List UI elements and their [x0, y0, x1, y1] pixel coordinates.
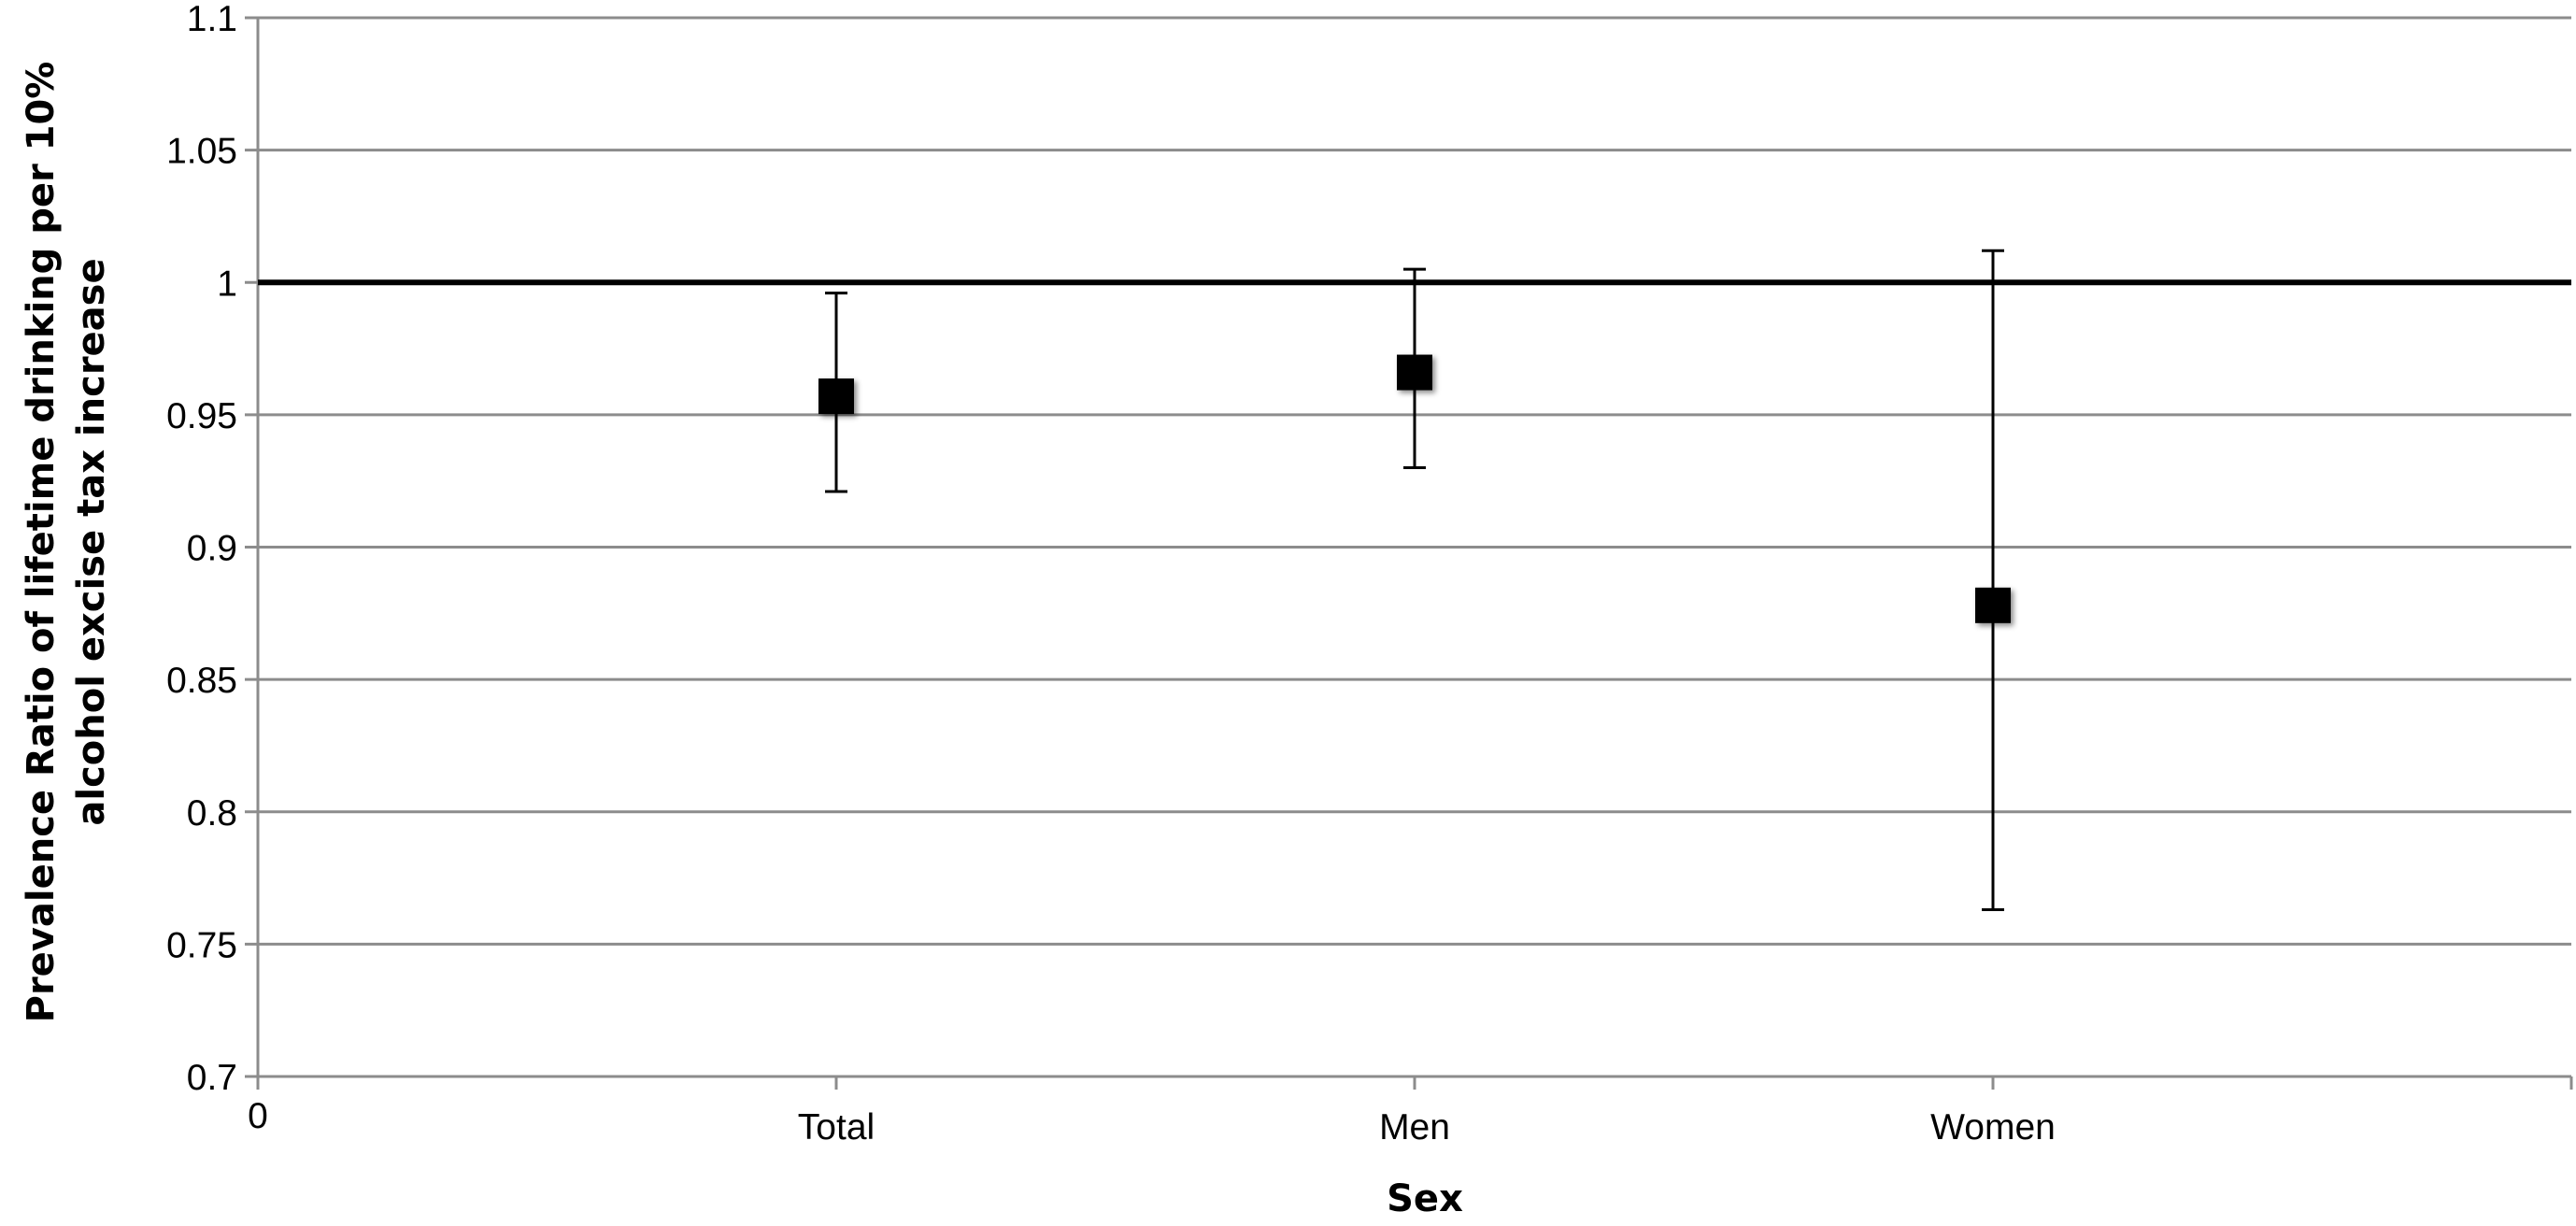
grid [258, 16, 2571, 1078]
y-tick-label: 0.7 [187, 1058, 237, 1098]
y-tick-label: 0.75 [166, 925, 237, 965]
axes [245, 16, 2573, 1090]
x-tick-label: Total [798, 1107, 875, 1148]
y-tick-label: 0.85 [166, 661, 237, 701]
data-point-marker [1397, 354, 1432, 391]
y-axis-title-line-2: alcohol excise tax increase [70, 258, 113, 825]
x-axis-title: Sex [1387, 1177, 1463, 1220]
data-point-marker [1975, 587, 2011, 623]
x-tick-label: Men [1379, 1107, 1450, 1148]
y-axis-title-line-1: Prevalence Ratio of lifetime drinking pe… [20, 62, 63, 1023]
y-tick-label: 1.05 [166, 132, 237, 172]
x-tick-label: Women [1930, 1107, 2056, 1148]
y-tick-label: 1 [217, 264, 237, 304]
y-tick-label: 0.9 [187, 529, 237, 569]
tick-labels: 0.7 0.75 0.8 0.85 0.9 0.95 1 1.05 1.1 0 Total Men Wo… [166, 0, 2056, 1148]
data-point-marker [818, 378, 854, 415]
y-axis-title: Prevalence Ratio of lifetime drinking pe… [20, 62, 113, 1023]
data-series [818, 249, 2011, 912]
x-origin-label: 0 [248, 1096, 268, 1136]
y-tick-label: 1.1 [187, 0, 237, 39]
y-tick-label: 0.8 [187, 793, 237, 834]
y-tick-label: 0.95 [166, 396, 237, 436]
